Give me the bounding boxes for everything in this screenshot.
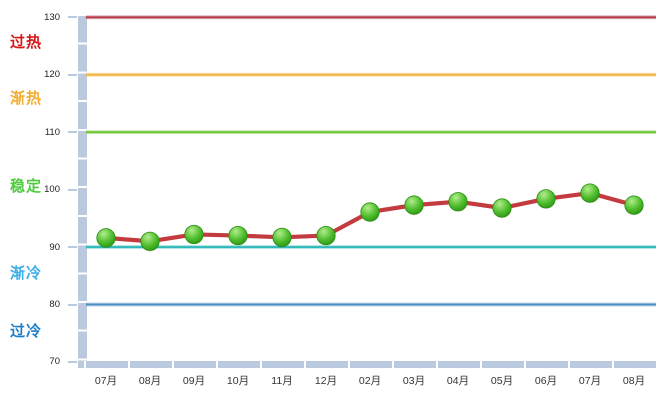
zone-label: 过冷 [10,322,43,340]
x-axis-label: 12月 [314,375,338,387]
data-point-marker [316,225,336,246]
data-point-marker [360,202,380,222]
y-axis-tick [68,73,77,76]
data-point-marker [492,198,512,218]
x-axis-label: 08月 [138,375,162,387]
x-axis-label: 06月 [534,375,558,387]
data-point-marker [96,228,116,248]
x-axis-label: 03月 [402,375,426,387]
data-point-marker [536,189,556,209]
x-axis-bar [84,360,657,368]
axis-corner [78,360,84,368]
y-axis-tick-label: 80 [49,299,60,310]
x-axis-label: 08月 [622,375,646,387]
zone-label: 过热 [10,34,43,52]
y-axis-tick [68,303,77,306]
x-axis-label: 02月 [358,375,382,387]
zone-label: 渐热 [10,89,43,107]
y-axis-bar [78,16,87,368]
zone-label: 渐冷 [10,265,43,283]
data-point-marker [140,231,160,251]
y-axis-tick-label: 70 [49,356,60,368]
y-axis-tick-label: 120 [44,69,60,81]
y-axis-tick [68,360,77,363]
y-axis-tick [68,188,77,191]
x-axis-label: 11月 [271,375,293,387]
y-axis-tick [68,16,77,19]
data-point-marker [272,227,292,247]
x-axis-label: 10月 [226,375,250,387]
x-axis-label: 04月 [446,375,470,387]
data-point-marker [448,192,468,212]
data-point-marker [184,224,204,245]
y-axis-tick [68,246,77,249]
y-axis-tick [68,131,77,134]
y-axis-tick-label: 90 [49,241,60,253]
data-point-marker [580,183,600,203]
x-axis-label: 09月 [182,375,206,387]
data-point-marker [624,195,644,215]
y-axis-tick-label: 130 [44,11,60,23]
x-axis-label: 07月 [578,375,602,387]
x-axis-label: 05月 [490,375,514,387]
y-axis-tick-label: 110 [44,126,60,138]
y-axis-tick-label: 100 [44,184,60,196]
zone-label: 稳定 [10,177,43,195]
data-point-marker [404,195,424,215]
data-point-marker [228,225,248,246]
x-axis-label: 07月 [94,375,118,387]
